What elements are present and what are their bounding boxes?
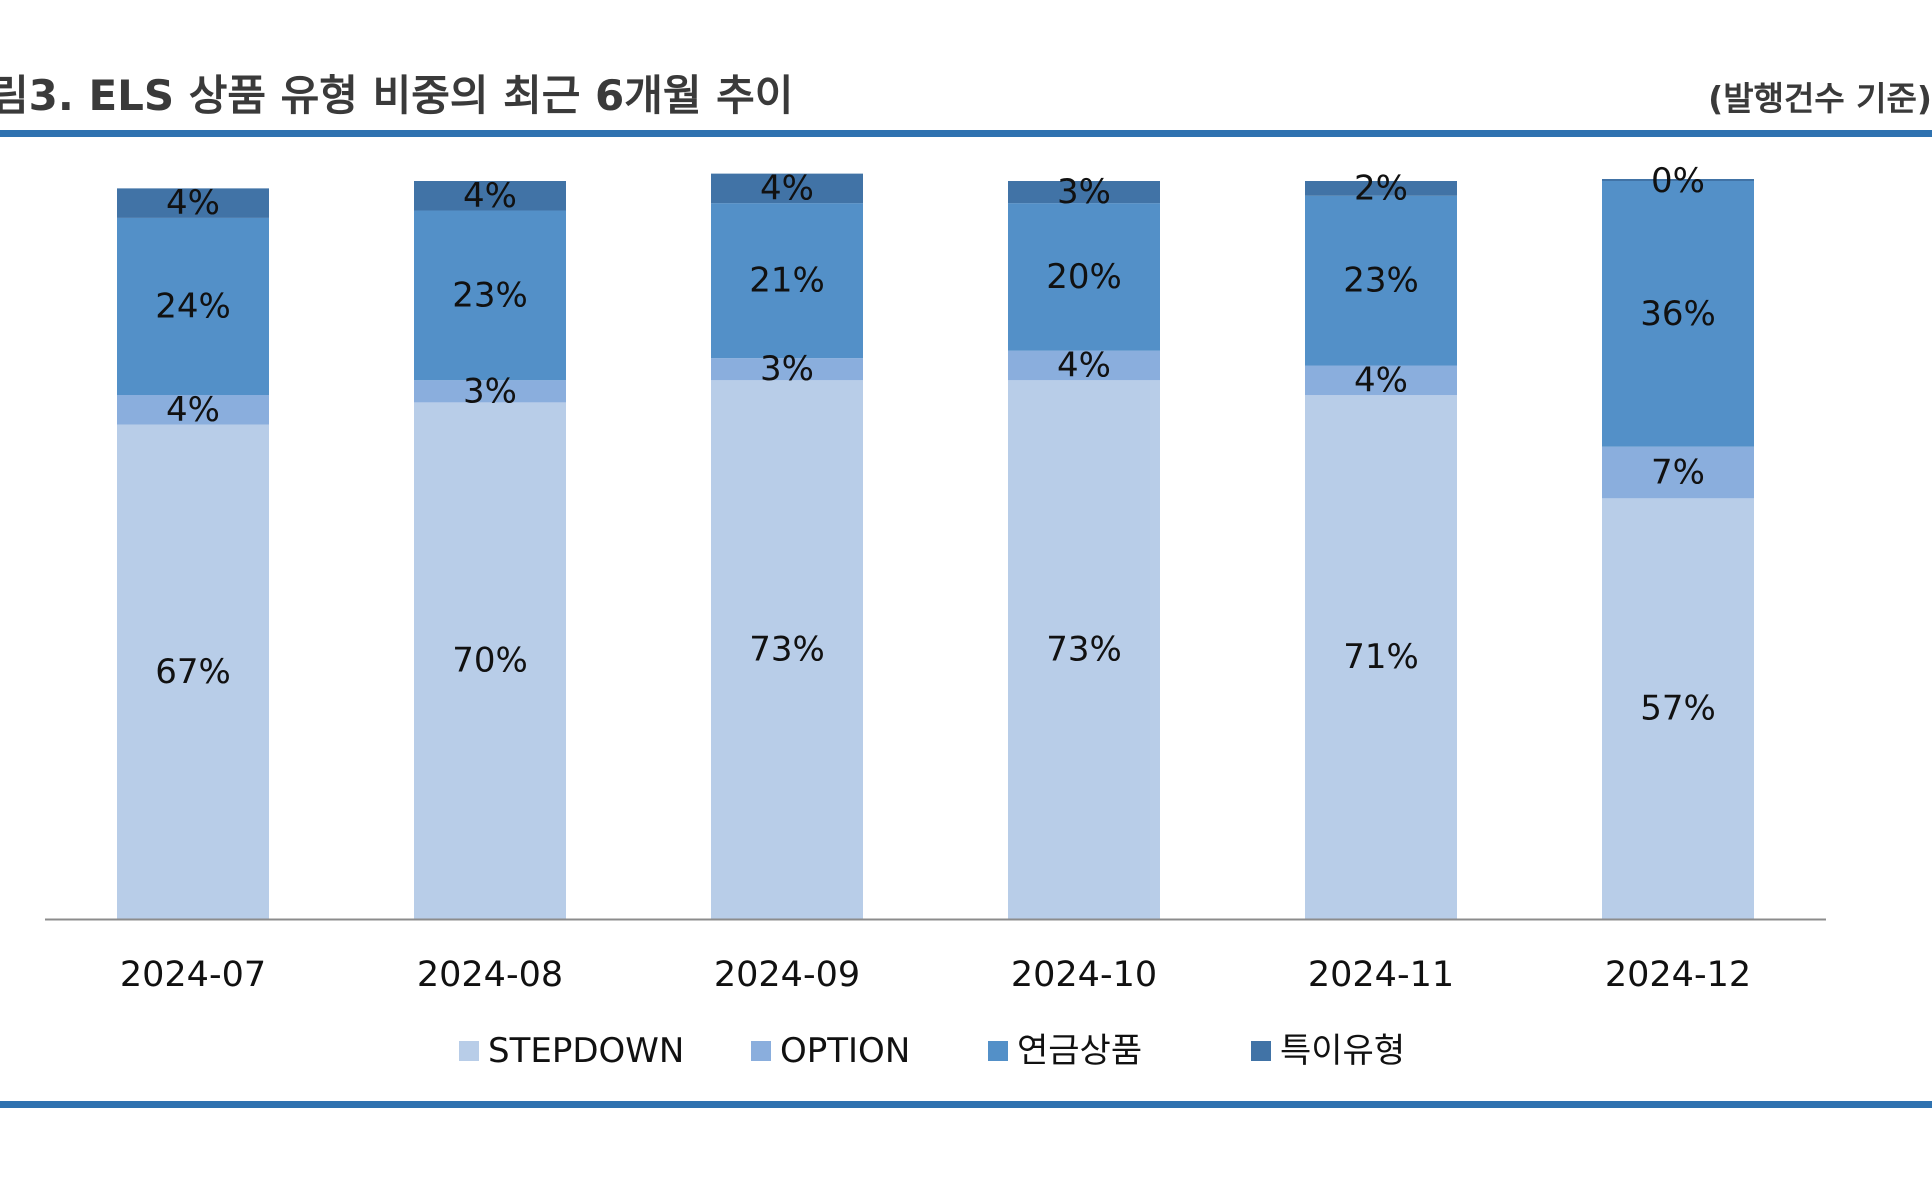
legend-label-연금상품: 연금상품 bbox=[1017, 1031, 1142, 1071]
bottom-rule bbox=[0, 1101, 1932, 1108]
x-tick-label-2024-09: 2024-09 bbox=[714, 955, 860, 995]
data-label-특이유형-2024-08: 4% bbox=[463, 176, 517, 216]
legend-label-STEPDOWN: STEPDOWN bbox=[488, 1031, 684, 1071]
bar-segment-연금상품-2024-07 bbox=[117, 217, 269, 396]
bar-segment-OPTION-2024-12 bbox=[1602, 446, 1754, 499]
data-label-OPTION-2024-12: 7% bbox=[1651, 453, 1705, 493]
data-label-OPTION-2024-07: 4% bbox=[166, 390, 220, 430]
bar-segment-STEPDOWN-2024-09 bbox=[711, 380, 863, 919]
chart-basis-note: (발행건수 기준) bbox=[1708, 79, 1932, 118]
bar-segment-STEPDOWN-2024-08 bbox=[414, 402, 566, 919]
top-rule bbox=[0, 130, 1932, 137]
x-tick-label-2024-08: 2024-08 bbox=[417, 955, 563, 995]
bar-segment-OPTION-2024-08 bbox=[414, 380, 566, 403]
bar-segment-연금상품-2024-11 bbox=[1305, 195, 1457, 366]
data-label-STEPDOWN-2024-12: 57% bbox=[1640, 689, 1716, 729]
data-label-OPTION-2024-08: 3% bbox=[463, 371, 517, 411]
bar-segment-연금상품-2024-10 bbox=[1008, 203, 1160, 351]
x-tick-label-2024-10: 2024-10 bbox=[1011, 955, 1157, 995]
bar-segment-STEPDOWN-2024-10 bbox=[1008, 380, 1160, 919]
bar-segment-OPTION-2024-09 bbox=[711, 358, 863, 381]
bar-segment-특이유형-2024-10 bbox=[1008, 181, 1160, 204]
data-label-연금상품-2024-09: 21% bbox=[749, 261, 825, 301]
legend-label-OPTION: OPTION bbox=[780, 1031, 910, 1071]
data-label-연금상품-2024-08: 23% bbox=[452, 275, 528, 315]
bar-segment-OPTION-2024-07 bbox=[117, 395, 269, 425]
data-label-STEPDOWN-2024-09: 73% bbox=[749, 630, 825, 670]
data-label-OPTION-2024-11: 4% bbox=[1354, 360, 1408, 400]
x-tick-label-2024-12: 2024-12 bbox=[1605, 955, 1751, 995]
bar-segment-특이유형-2024-09 bbox=[711, 173, 863, 204]
data-label-STEPDOWN-2024-07: 67% bbox=[155, 652, 231, 692]
data-labels-group: 67% 4% 24% 4% 70% 3% 23% 4% 73% 3% 21% 4% 73% 4% 20% 3%… bbox=[155, 161, 1716, 729]
legend-swatch-연금상품 bbox=[988, 1041, 1008, 1061]
data-label-연금상품-2024-11: 23% bbox=[1343, 261, 1419, 301]
bar-segment-STEPDOWN-2024-07 bbox=[117, 424, 269, 919]
legend-swatch-STEPDOWN bbox=[459, 1041, 479, 1061]
x-tick-labels-group: 2024-07 2024-08 2024-09 2024-10 2024-11 2024-… bbox=[120, 955, 1751, 995]
data-label-특이유형-2024-07: 4% bbox=[166, 183, 220, 223]
x-tick-label-2024-11: 2024-11 bbox=[1308, 955, 1454, 995]
data-label-STEPDOWN-2024-11: 71% bbox=[1343, 637, 1419, 677]
bar-segment-특이유형-2024-07 bbox=[117, 188, 269, 218]
data-label-연금상품-2024-12: 36% bbox=[1640, 294, 1716, 334]
legend-swatch-OPTION bbox=[751, 1041, 771, 1061]
data-label-OPTION-2024-10: 4% bbox=[1057, 346, 1111, 386]
data-label-특이유형-2024-10: 3% bbox=[1057, 172, 1111, 212]
bars-group bbox=[117, 173, 1754, 919]
bar-segment-STEPDOWN-2024-11 bbox=[1305, 395, 1457, 919]
data-label-특이유형-2024-11: 2% bbox=[1354, 168, 1408, 208]
bar-segment-zero-특이유형-2024-12 bbox=[1602, 179, 1754, 181]
legend-label-특이유형: 특이유형 bbox=[1280, 1031, 1405, 1071]
bar-segment-OPTION-2024-10 bbox=[1008, 350, 1160, 381]
bar-segment-특이유형-2024-11 bbox=[1305, 181, 1457, 196]
data-label-연금상품-2024-10: 20% bbox=[1046, 257, 1122, 297]
bar-segment-특이유형-2024-08 bbox=[414, 181, 566, 211]
bar-segment-연금상품-2024-08 bbox=[414, 210, 566, 381]
bar-segment-STEPDOWN-2024-12 bbox=[1602, 498, 1754, 919]
chart-title: 림3. ELS 상품 유형 비중의 최근 6개월 추이 bbox=[0, 71, 794, 120]
data-label-특이유형-2024-12: 0% bbox=[1651, 161, 1705, 201]
x-tick-label-2024-07: 2024-07 bbox=[120, 955, 266, 995]
bar-segment-OPTION-2024-11 bbox=[1305, 365, 1457, 396]
data-label-OPTION-2024-09: 3% bbox=[760, 349, 814, 389]
bar-segment-연금상품-2024-12 bbox=[1602, 181, 1754, 447]
legend: STEPDOWN OPTION 연금상품 특이유형 bbox=[459, 1031, 1405, 1071]
data-label-특이유형-2024-09: 4% bbox=[760, 168, 814, 208]
data-label-STEPDOWN-2024-10: 73% bbox=[1046, 630, 1122, 670]
legend-swatch-특이유형 bbox=[1251, 1041, 1271, 1061]
data-label-STEPDOWN-2024-08: 70% bbox=[452, 641, 528, 681]
bar-segment-연금상품-2024-09 bbox=[711, 203, 863, 359]
data-label-연금상품-2024-07: 24% bbox=[155, 286, 231, 326]
